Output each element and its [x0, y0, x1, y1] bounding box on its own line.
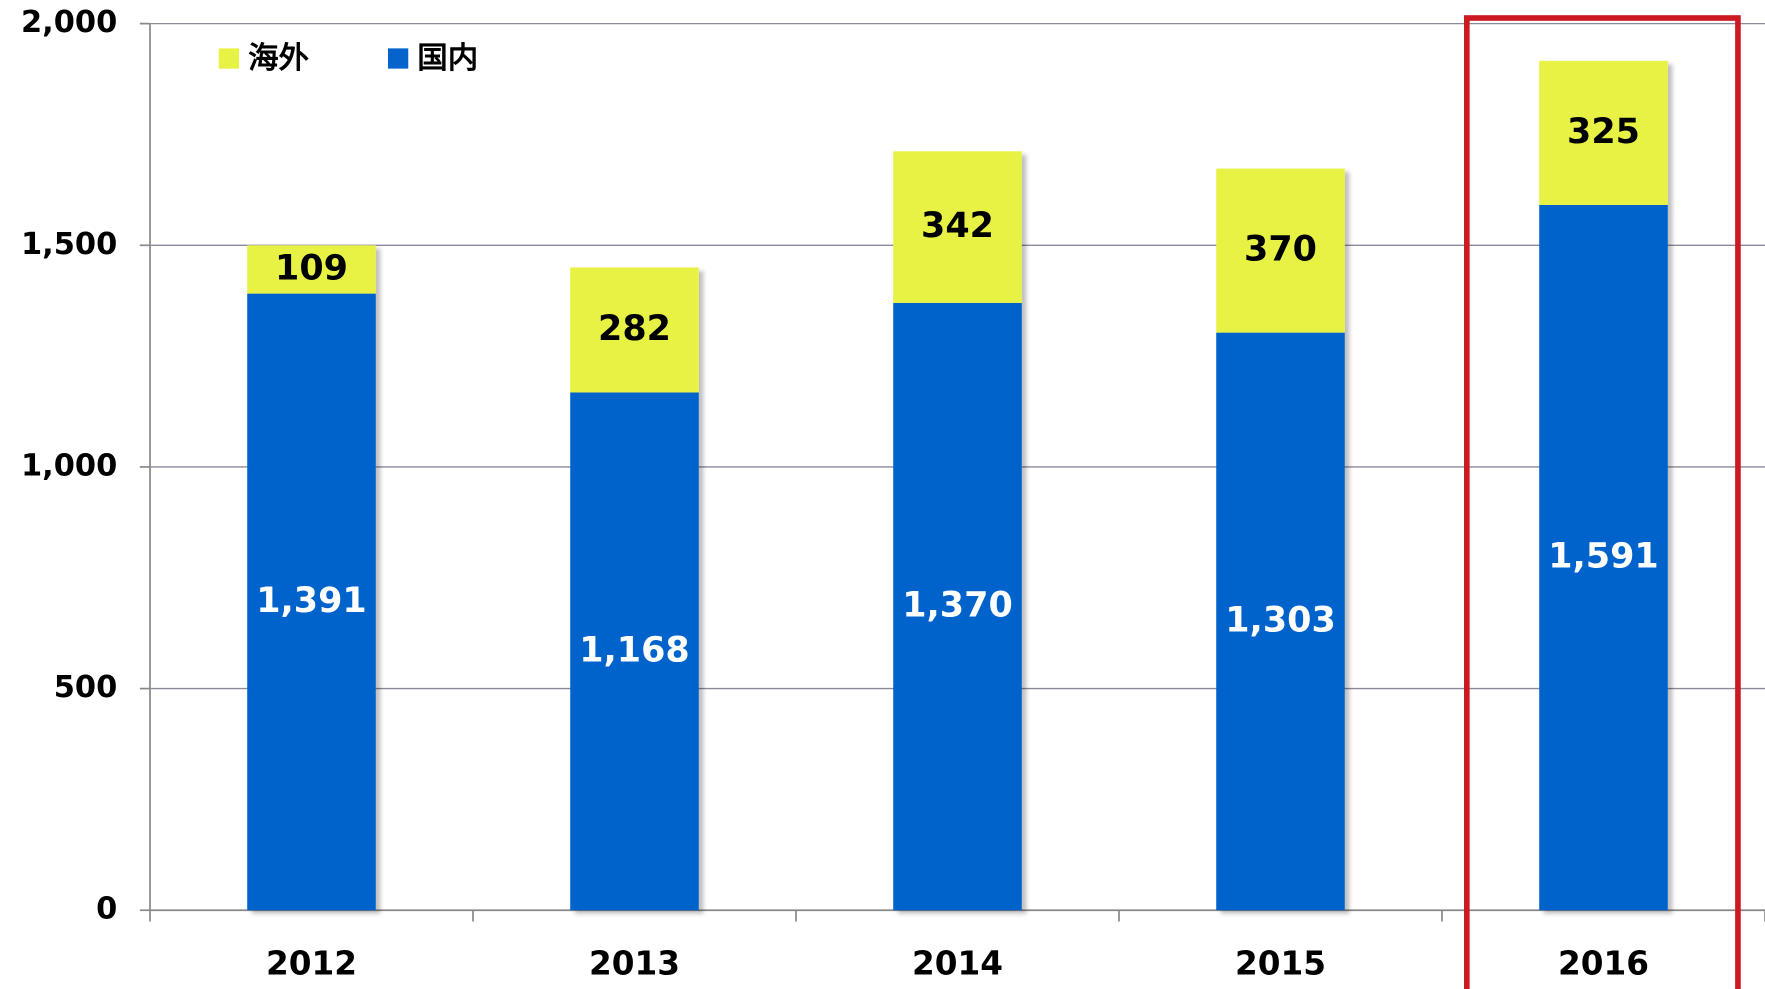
y-tick-label: 1,500	[21, 227, 117, 262]
bar-segment	[247, 293, 376, 911]
y-tick-label: 0	[96, 892, 117, 927]
data-label: 325	[1567, 112, 1640, 152]
data-label: 370	[1244, 230, 1317, 270]
highlight-frame	[1463, 15, 1741, 989]
bar-segment	[1216, 332, 1345, 911]
bar-stack	[570, 267, 699, 911]
y-tick-label: 2,000	[21, 5, 117, 40]
legend-label: 国内	[417, 41, 478, 76]
x-tick-label: 2014	[912, 944, 1003, 982]
y-tick-label: 500	[54, 670, 118, 705]
bar-stack	[1216, 168, 1345, 911]
bar-segment	[893, 151, 1022, 303]
legend-label: 海外	[248, 41, 309, 76]
data-label: 342	[921, 206, 994, 246]
bar-segment	[893, 302, 1022, 911]
data-label: 282	[598, 309, 671, 349]
x-tick-label: 2016	[1558, 944, 1649, 982]
bar-segment	[570, 392, 699, 911]
x-tick-label: 2013	[589, 944, 680, 982]
data-label: 1,303	[1225, 600, 1336, 640]
bar-stack	[247, 245, 376, 911]
bar-segment	[247, 245, 376, 294]
data-label: 109	[275, 248, 348, 288]
bar-segment	[1539, 60, 1668, 205]
legend-swatch	[387, 48, 409, 69]
x-tick-label: 2012	[266, 944, 357, 982]
x-tick-label: 2015	[1235, 944, 1326, 982]
data-label: 1,370	[902, 586, 1013, 626]
legend-swatch	[218, 48, 240, 69]
data-label: 1,391	[256, 581, 367, 621]
bar-stack	[893, 151, 1022, 911]
bar-segment	[1539, 204, 1668, 911]
data-label: 1,591	[1548, 537, 1659, 577]
bar-segment	[1216, 168, 1345, 333]
bar-segment	[570, 267, 699, 393]
data-label: 1,168	[579, 630, 690, 670]
y-tick-label: 1,000	[21, 448, 117, 483]
bar-stack	[1539, 60, 1668, 911]
